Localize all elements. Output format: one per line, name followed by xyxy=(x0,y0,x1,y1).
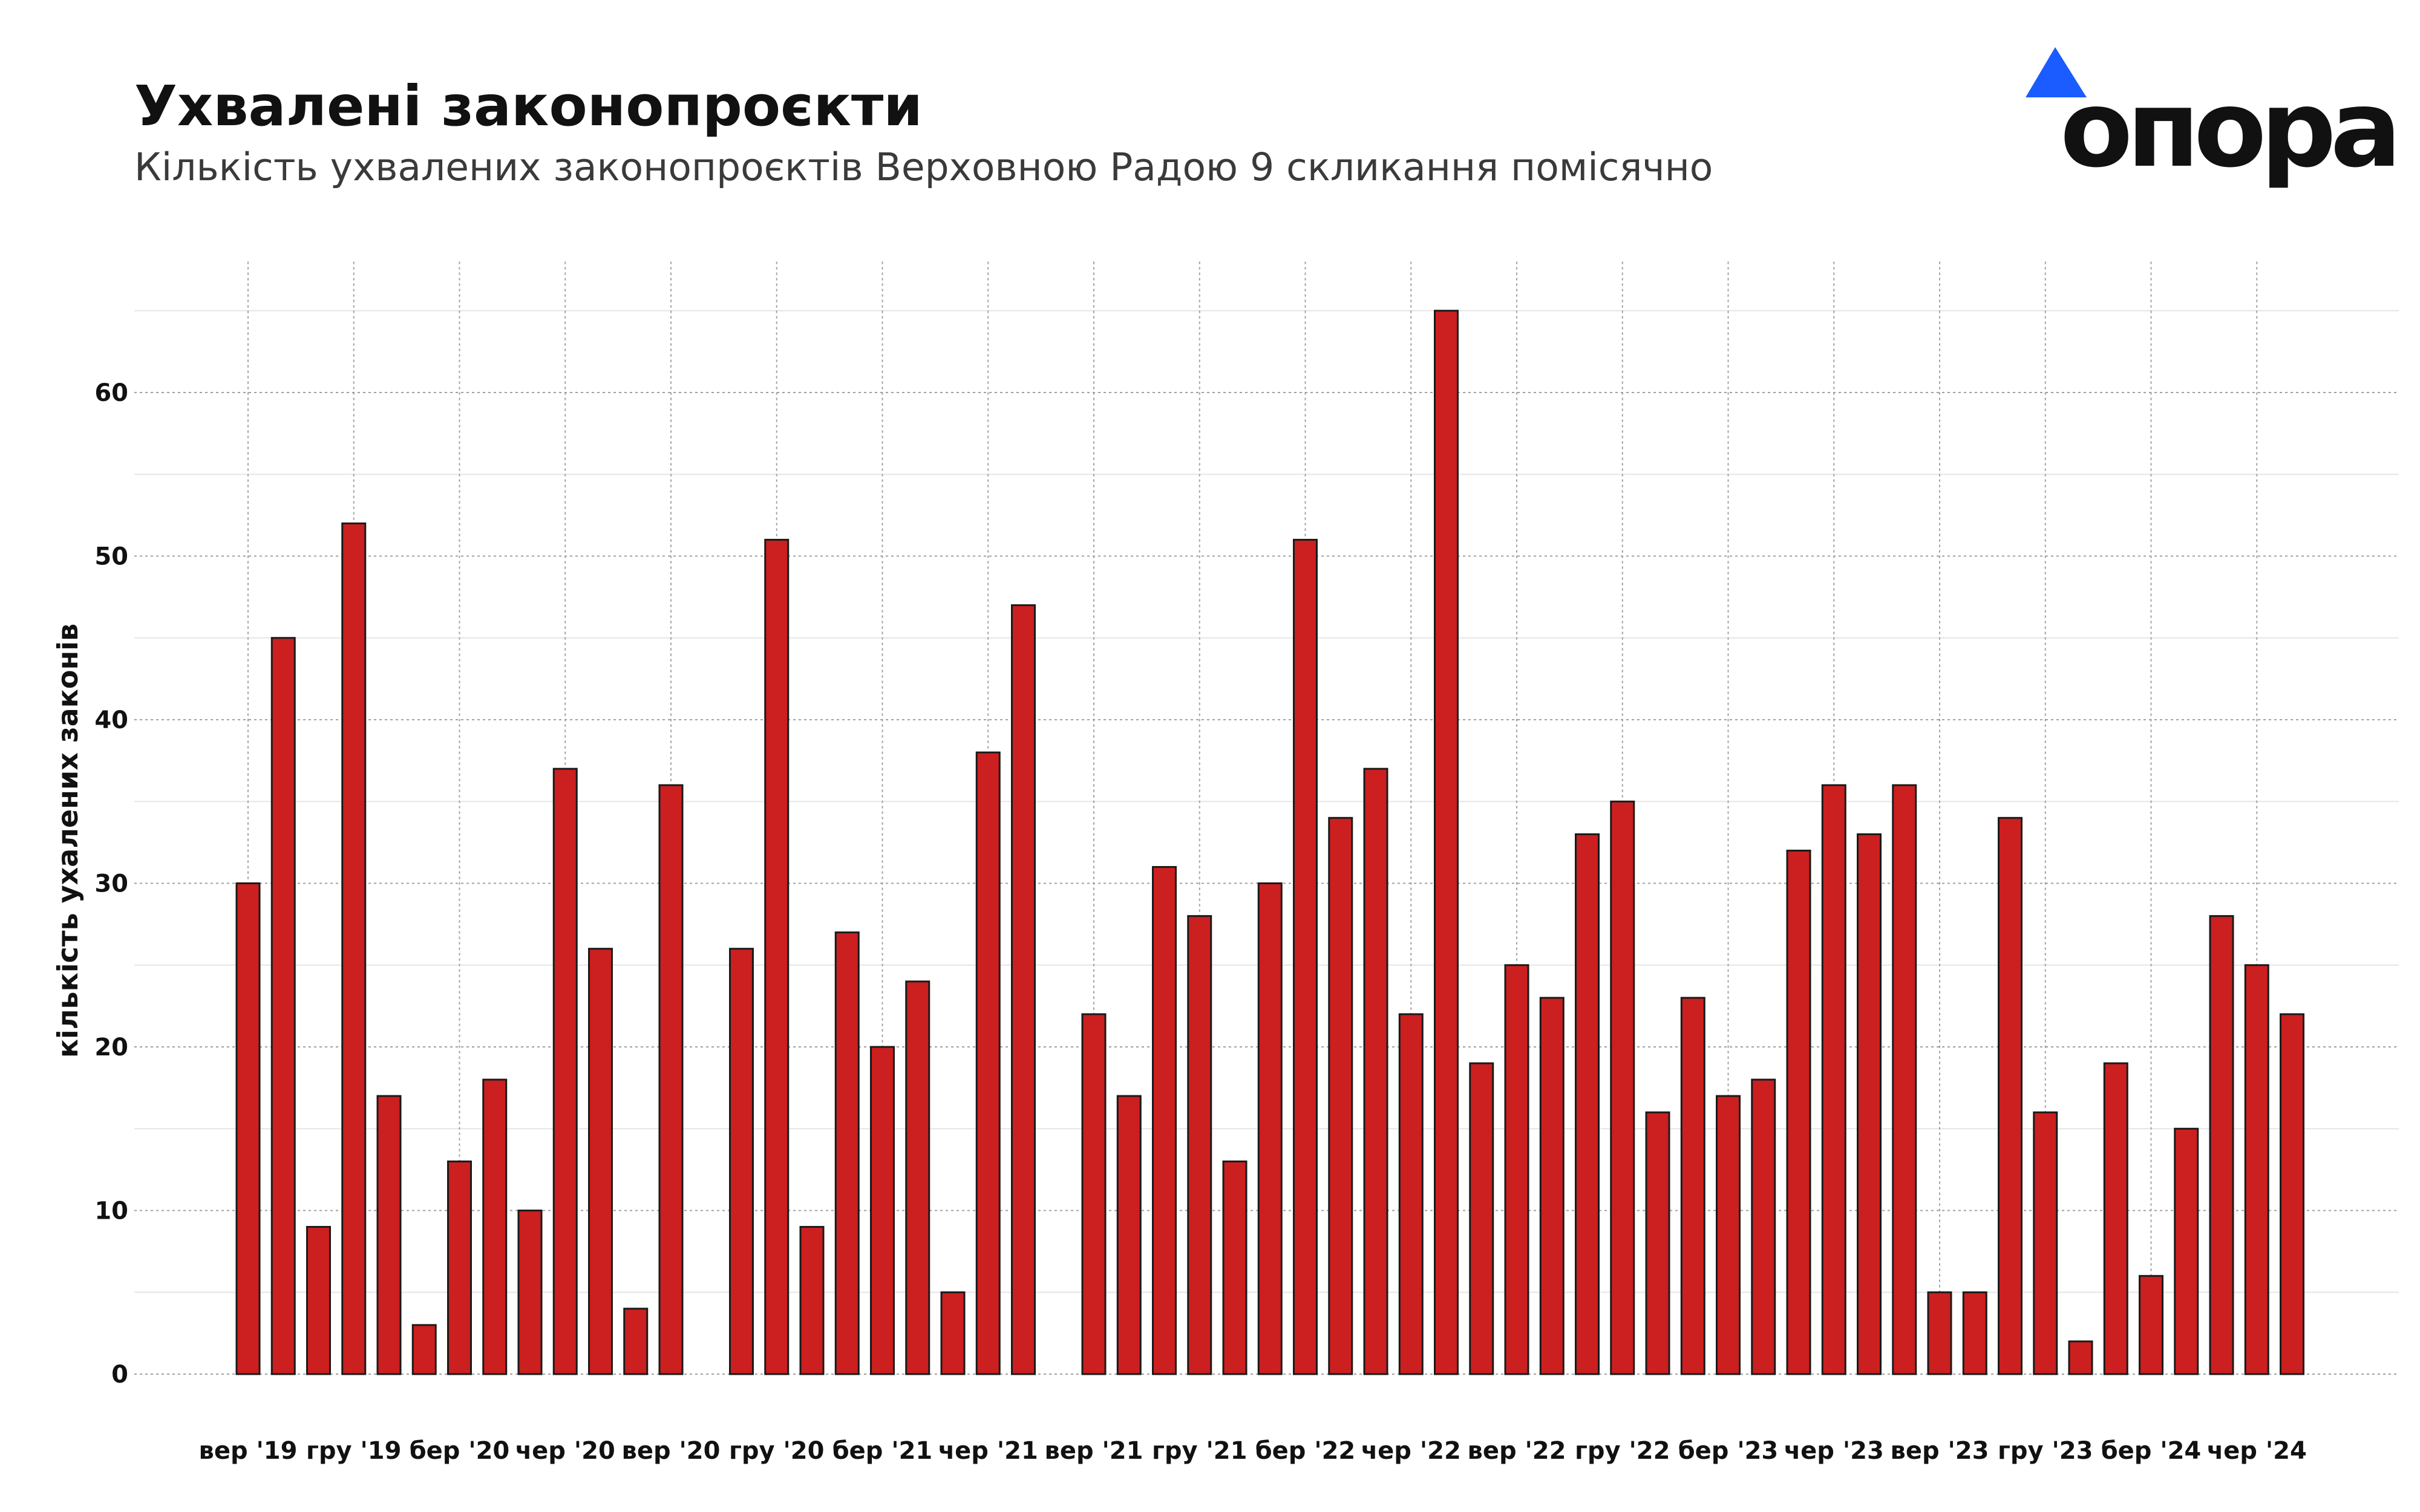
x-tick-label: вер '20 xyxy=(622,1437,721,1465)
y-tick-label: 20 xyxy=(94,1034,128,1061)
x-tick-label: чер '20 xyxy=(515,1437,615,1465)
bar xyxy=(1011,604,1036,1375)
bar xyxy=(2139,1275,2163,1375)
bar xyxy=(1821,784,1846,1375)
bar xyxy=(623,1308,649,1375)
bar xyxy=(1116,1095,1142,1375)
x-tick-label: гру '21 xyxy=(1152,1437,1247,1465)
x-tick-label: гру '23 xyxy=(1998,1437,2093,1465)
bar xyxy=(1857,833,1882,1375)
bar xyxy=(799,1226,825,1375)
x-tick-label: бер '22 xyxy=(1255,1437,1356,1465)
x-tick-label: вер '19 xyxy=(199,1437,298,1465)
bar xyxy=(1363,767,1388,1375)
x-tick-label: вер '23 xyxy=(1891,1437,1989,1465)
bar xyxy=(2209,915,2234,1375)
bar xyxy=(870,1046,895,1375)
bar xyxy=(1152,865,1177,1375)
bar xyxy=(1645,1111,1670,1375)
x-tick-label: чер '22 xyxy=(1361,1437,1461,1465)
x-tick-label: бер '21 xyxy=(832,1437,933,1465)
bar xyxy=(1504,964,1529,1375)
triangle-logo-icon xyxy=(2026,47,2087,97)
bar xyxy=(1187,915,1212,1375)
bar xyxy=(729,948,754,1375)
bar xyxy=(834,931,860,1375)
chart-subtitle: Кількість ухвалених законопроєктів Верхо… xyxy=(134,145,1713,189)
opora-logo: опора xyxy=(2024,44,2402,183)
bar xyxy=(1998,816,2023,1375)
bar xyxy=(1398,1013,1424,1375)
bar xyxy=(1328,816,1353,1375)
bar xyxy=(235,882,261,1375)
bar xyxy=(1892,784,1917,1375)
y-tick-label: 10 xyxy=(94,1198,128,1225)
x-tick-label: чер '21 xyxy=(938,1437,1038,1465)
bar xyxy=(1575,833,1600,1375)
y-tick-label: 30 xyxy=(94,870,128,898)
bar xyxy=(552,767,578,1375)
bar xyxy=(1610,800,1635,1375)
bar xyxy=(764,538,790,1375)
logo-text: опора xyxy=(2060,68,2402,191)
bar xyxy=(2244,964,2269,1375)
bar xyxy=(411,1324,437,1375)
y-tick-label: 60 xyxy=(94,379,128,407)
x-tick-label: бер '24 xyxy=(2101,1437,2202,1465)
bar xyxy=(1962,1291,1987,1375)
bar xyxy=(588,948,613,1375)
bar xyxy=(940,1291,966,1375)
x-tick-label: чер '24 xyxy=(2207,1437,2307,1465)
bar xyxy=(2280,1013,2304,1375)
bar xyxy=(1716,1095,1741,1375)
bar xyxy=(1081,1013,1107,1375)
x-tick-label: бер '20 xyxy=(410,1437,510,1465)
bar xyxy=(1257,882,1283,1375)
y-tick-label: 50 xyxy=(94,543,128,571)
bar xyxy=(1680,997,1705,1375)
bar xyxy=(1751,1078,1776,1375)
bar xyxy=(1293,538,1318,1375)
bar xyxy=(2068,1340,2093,1375)
x-tick-label: бер '23 xyxy=(1678,1437,1779,1465)
x-tick-label: гру '22 xyxy=(1575,1437,1670,1465)
bar xyxy=(1786,849,1811,1375)
y-tick-label: 40 xyxy=(94,706,128,734)
bar xyxy=(658,784,684,1375)
bar xyxy=(517,1210,543,1375)
x-tick-label: гру '19 xyxy=(306,1437,401,1465)
bar xyxy=(2174,1127,2199,1375)
bar xyxy=(447,1160,472,1375)
bar xyxy=(1469,1062,1494,1375)
bar xyxy=(341,522,367,1375)
chart-title: Ухвалені законопроєкти xyxy=(134,74,923,138)
bar xyxy=(1434,310,1459,1375)
bar xyxy=(482,1078,508,1375)
y-tick-label: 0 xyxy=(111,1361,128,1389)
bar xyxy=(306,1226,331,1375)
x-tick-label: вер '21 xyxy=(1045,1437,1143,1465)
bar xyxy=(975,751,1001,1375)
bar xyxy=(1927,1291,1952,1375)
x-tick-label: вер '22 xyxy=(1468,1437,1566,1465)
bar xyxy=(376,1095,402,1375)
bar xyxy=(2103,1062,2128,1375)
bar xyxy=(270,637,296,1375)
x-tick-label: гру '20 xyxy=(729,1437,824,1465)
bar xyxy=(2033,1111,2058,1375)
bar xyxy=(1539,997,1565,1375)
bar xyxy=(905,980,930,1375)
bar xyxy=(1222,1160,1248,1375)
x-tick-label: чер '23 xyxy=(1784,1437,1884,1465)
